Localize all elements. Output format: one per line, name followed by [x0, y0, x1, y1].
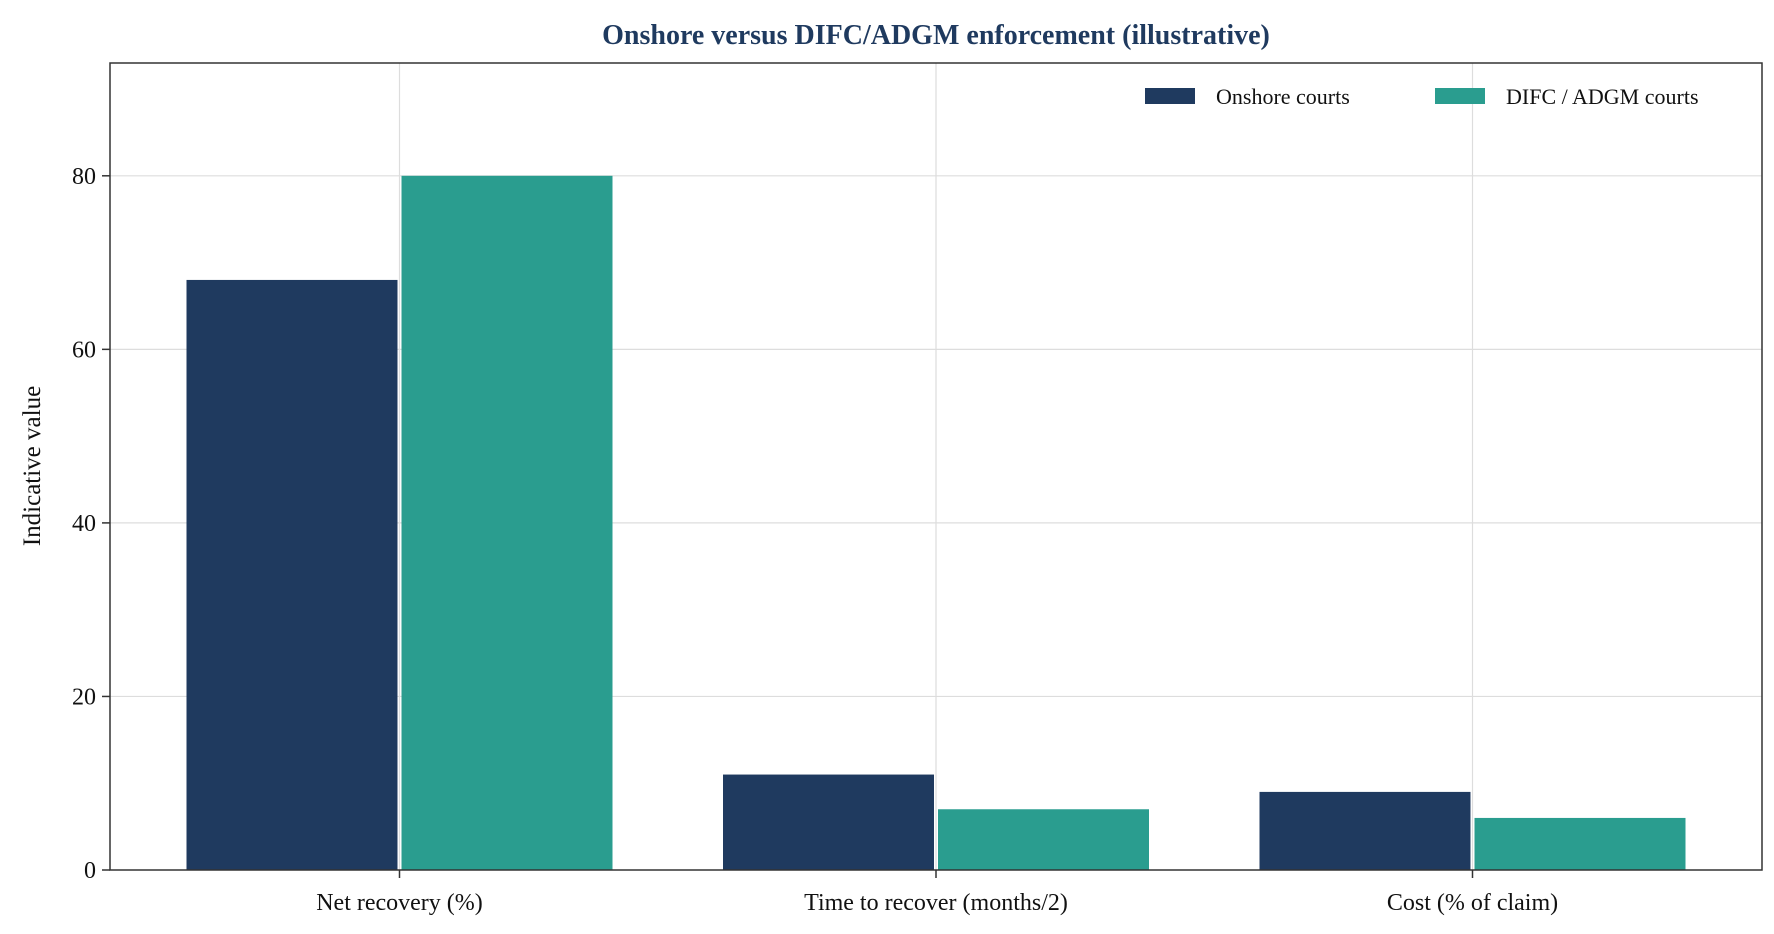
bars [186, 175, 1686, 870]
legend-label: DIFC / ADGM courts [1506, 84, 1699, 109]
x-tick-label: Cost (% of claim) [1387, 890, 1558, 916]
legend-label: Onshore courts [1216, 84, 1350, 109]
y-tick-label: 20 [72, 684, 96, 710]
bar-onshore-2 [1259, 791, 1471, 870]
legend-swatch [1145, 88, 1195, 104]
x-tick-label: Net recovery (%) [316, 890, 483, 916]
x-tick-label: Time to recover (months/2) [804, 890, 1068, 916]
y-tick-label: 0 [84, 858, 96, 884]
bar-difc-adgm-2 [1474, 817, 1686, 870]
bar-onshore-0 [186, 279, 398, 870]
bar-onshore-1 [723, 774, 934, 870]
legend: Onshore courts DIFC / ADGM courts [1145, 84, 1699, 109]
chart-title: Onshore versus DIFC/ADGM enforcement (il… [602, 20, 1270, 51]
axes: 0 20 40 60 80 Net recovery (%) Time to recover… [72, 164, 1558, 916]
y-tick-label: 40 [72, 511, 96, 537]
y-tick-label: 60 [72, 337, 96, 363]
bar-difc-adgm-0 [401, 175, 613, 870]
y-axis-label: Indicative value [19, 386, 46, 546]
y-tick-label: 80 [72, 164, 96, 190]
bar-difc-adgm-1 [938, 809, 1149, 870]
legend-swatch [1435, 88, 1485, 104]
